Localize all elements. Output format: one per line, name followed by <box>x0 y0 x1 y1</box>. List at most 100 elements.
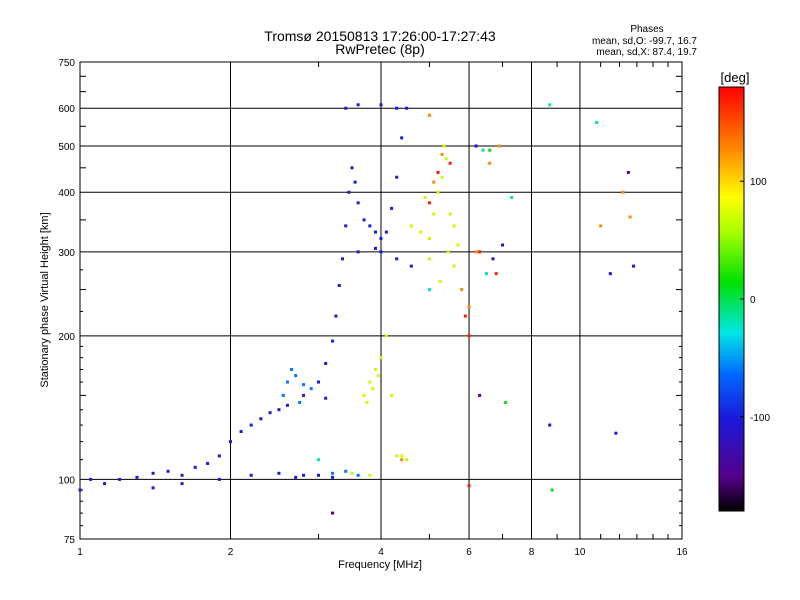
echo-point <box>368 380 372 384</box>
echo-point <box>491 257 495 261</box>
chart-title: Tromsø 20150813 17:26:00-17:27:43 <box>264 28 496 44</box>
echo-point <box>368 473 372 477</box>
colorbar-tick-label: -100 <box>750 413 770 424</box>
echo-point <box>206 461 210 465</box>
echo-point <box>290 367 294 371</box>
echo-point <box>302 383 306 387</box>
echo-point <box>334 314 338 318</box>
echo-point <box>344 469 348 473</box>
echo-point <box>302 473 306 477</box>
echo-point <box>362 218 366 222</box>
echo-point <box>390 206 394 210</box>
echo-point <box>365 400 369 404</box>
x-tick-label: 2 <box>228 547 234 558</box>
echo-point <box>550 488 554 492</box>
y-tick-label: 750 <box>58 58 75 69</box>
echo-point <box>405 458 409 462</box>
echo-point <box>309 387 313 391</box>
echo-point <box>356 473 360 477</box>
x-tick-label: 16 <box>676 547 688 558</box>
echo-point <box>285 403 289 407</box>
echo-point <box>356 103 360 107</box>
colorbar-tick-label: 100 <box>750 177 767 188</box>
echo-point <box>444 157 448 161</box>
echo-point <box>504 400 508 404</box>
echo-point <box>436 170 440 174</box>
echo-point <box>331 339 335 343</box>
x-tick-label: 10 <box>574 547 586 558</box>
echo-point <box>395 454 399 458</box>
echo-point <box>317 380 321 384</box>
echo-point <box>400 136 404 140</box>
echo-point <box>497 144 501 148</box>
echo-point <box>249 423 253 427</box>
y-tick-label: 400 <box>58 188 75 199</box>
echo-point <box>478 250 482 254</box>
echo-point <box>324 396 328 400</box>
echo-point <box>384 230 388 234</box>
echo-point <box>432 180 436 184</box>
echo-point <box>78 488 82 492</box>
echo-point <box>379 236 383 240</box>
echo-point <box>217 454 221 458</box>
echo-point <box>494 272 498 276</box>
echo-point <box>374 230 378 234</box>
echo-point <box>621 190 625 194</box>
echo-point <box>467 305 471 309</box>
echo-point <box>324 361 328 365</box>
echo-point <box>452 224 456 228</box>
echo-point <box>427 257 431 261</box>
echo-point <box>548 103 552 107</box>
x-tick-label: 8 <box>529 547 535 558</box>
echo-point <box>249 473 253 477</box>
echo-point <box>344 224 348 228</box>
echo-point <box>340 257 344 261</box>
echo-point <box>448 161 452 165</box>
echo-point <box>268 411 272 415</box>
echo-point <box>298 400 302 404</box>
echo-point <box>446 250 450 254</box>
echo-point <box>488 148 492 152</box>
echo-point <box>488 161 492 165</box>
echo-point <box>151 486 155 490</box>
y-tick-label: 600 <box>58 104 75 115</box>
echo-point <box>608 272 612 276</box>
echo-point <box>409 264 413 268</box>
echo-point <box>467 484 471 488</box>
colorbar-ticks: 100 0 -100 <box>740 177 770 424</box>
echo-point <box>409 224 413 228</box>
echo-point <box>463 314 467 318</box>
echo-point <box>180 473 184 477</box>
echo-point <box>481 148 485 152</box>
echo-point <box>277 471 281 475</box>
echo-point <box>294 374 298 378</box>
echo-point <box>368 224 372 228</box>
x-axis-label: Frequency [MHz] <box>338 559 422 571</box>
echo-point <box>419 230 423 234</box>
echo-point <box>151 471 155 475</box>
echo-point <box>135 475 139 479</box>
echo-point <box>347 190 351 194</box>
y-tick-label: 100 <box>58 475 75 486</box>
echo-point <box>331 511 335 515</box>
echo-point <box>331 475 335 479</box>
echo-point <box>460 288 464 292</box>
echo-point <box>390 393 394 397</box>
y-tick-label: 300 <box>58 248 75 259</box>
echo-point <box>193 465 197 469</box>
echo-point <box>362 393 366 397</box>
echo-point <box>474 250 478 254</box>
echo-point <box>427 201 431 205</box>
echo-point <box>395 106 399 110</box>
echo-point <box>484 272 488 276</box>
echo-point <box>384 334 388 338</box>
echo-point <box>89 477 93 481</box>
echo-point <box>395 175 399 179</box>
echo-point <box>350 166 354 170</box>
echo-point <box>628 215 632 219</box>
stats-o-mode: mean, sd,O: -99.7, 16.7 <box>592 36 697 47</box>
echo-point <box>376 374 380 378</box>
x-tick-label: 1 <box>77 547 83 558</box>
